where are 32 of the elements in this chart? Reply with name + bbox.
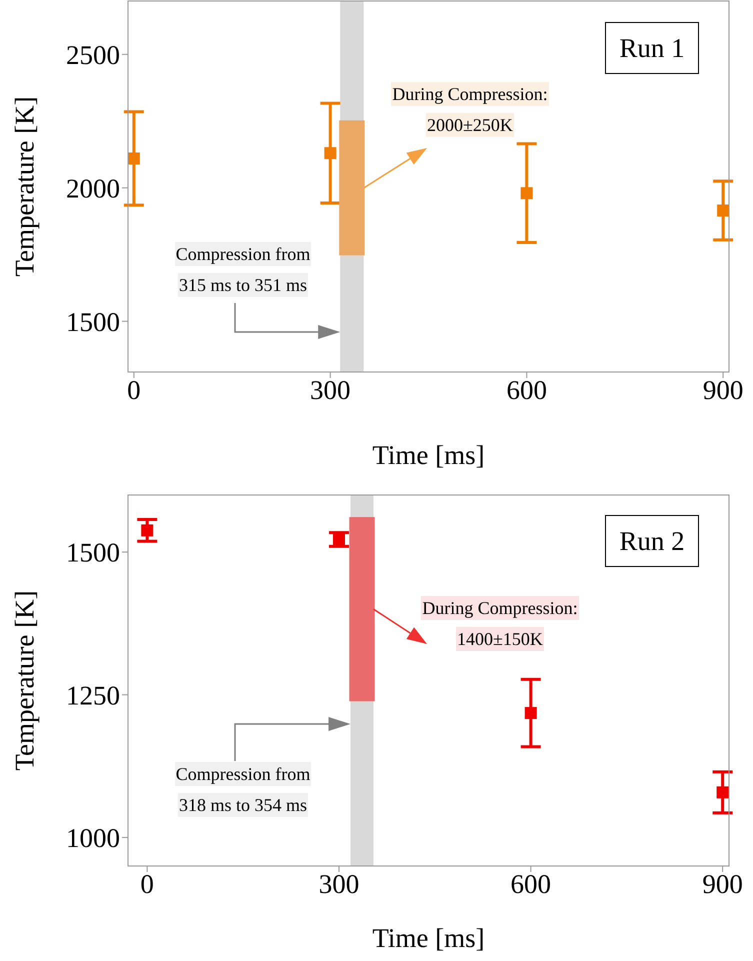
x-axis-title: Time [ms] <box>372 440 485 470</box>
x-tick-label: 300 <box>318 869 360 900</box>
x-tick-label: 0 <box>127 375 141 406</box>
x-tick-label: 900 <box>702 375 744 406</box>
point <box>717 204 729 217</box>
x-tick-label: 0 <box>140 869 154 900</box>
point <box>141 524 154 536</box>
x-tick-label: 900 <box>702 869 743 900</box>
y-tick-label: 1250 <box>66 680 120 710</box>
y-tick-label: 1500 <box>66 538 120 568</box>
annotation: During Compression: 2000±250K <box>391 83 549 137</box>
point <box>332 534 345 546</box>
band-label: Compression from 318 ms to 354 ms <box>174 763 312 817</box>
x-tick-label: 300 <box>310 375 351 406</box>
y-axis-title: Temperature [K] <box>10 96 40 277</box>
y-tick-label: 2500 <box>66 40 120 70</box>
point <box>716 786 729 798</box>
x-tick-label: 600 <box>506 375 547 406</box>
band-label: Compression from 315 ms to 351 ms <box>174 243 312 297</box>
y-tick-label: 2000 <box>66 173 120 204</box>
point <box>524 707 537 720</box>
point <box>128 152 140 164</box>
y-axis-title: Temperature [K] <box>10 590 40 771</box>
y-tick-label: 1000 <box>66 823 120 854</box>
point <box>520 187 533 200</box>
x-axis-title: Time [ms] <box>372 923 485 953</box>
text: Run 2 <box>605 515 699 567</box>
y-tick-label: 1500 <box>66 306 120 337</box>
annotation: During Compression: 1400±150K <box>421 597 579 651</box>
point <box>324 147 336 160</box>
x-tick-label: 600 <box>510 869 552 900</box>
text: Run 1 <box>605 22 699 74</box>
